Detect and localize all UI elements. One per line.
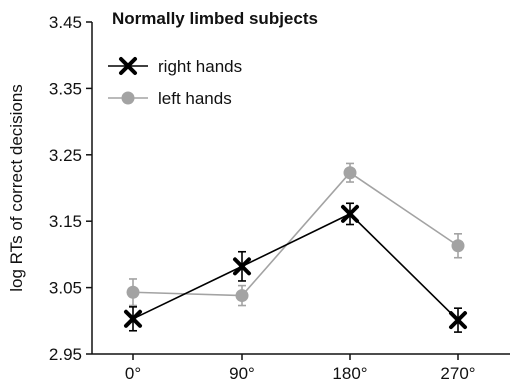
series-line (132, 212, 459, 321)
data-point (124, 309, 142, 328)
legend-item: right hands (108, 57, 242, 76)
axes (91, 22, 510, 355)
legend-label: left hands (158, 89, 232, 108)
y-tick-label: 3.15 (49, 212, 82, 231)
chart-title: Normally limbed subjects (112, 9, 318, 28)
legend-item: left hands (108, 89, 232, 108)
legend-marker (119, 57, 137, 75)
x-ticks: 0° 90° 180° 270° (125, 354, 476, 383)
data-point (235, 289, 249, 303)
series-line (132, 171, 459, 297)
x-tick-label: 270° (440, 364, 475, 383)
legend-label: right hands (158, 57, 242, 76)
data-point (126, 285, 140, 299)
y-tick-label: 3.45 (49, 13, 82, 32)
data-point (233, 257, 251, 276)
legend: right hands left hands (108, 57, 242, 108)
x-tick-label: 0° (125, 364, 141, 383)
data-point (451, 239, 465, 253)
legend-marker (121, 91, 135, 105)
y-tick-label: 3.25 (49, 146, 82, 165)
y-ticks: 2.95 3.05 3.15 3.25 3.35 3.45 (49, 13, 92, 364)
series-right-hands (124, 202, 467, 333)
y-axis-title: log RTs of correct decisions (7, 84, 26, 292)
y-tick-label: 3.05 (49, 279, 82, 298)
data-point (343, 166, 357, 180)
x-tick-label: 180° (332, 364, 367, 383)
y-tick-label: 2.95 (49, 345, 82, 364)
y-tick-label: 3.35 (49, 79, 82, 98)
series-left-hands (126, 162, 465, 307)
data-point (449, 311, 467, 330)
data-point (341, 204, 359, 223)
series-layer (124, 162, 467, 333)
x-tick-label: 90° (229, 364, 255, 383)
